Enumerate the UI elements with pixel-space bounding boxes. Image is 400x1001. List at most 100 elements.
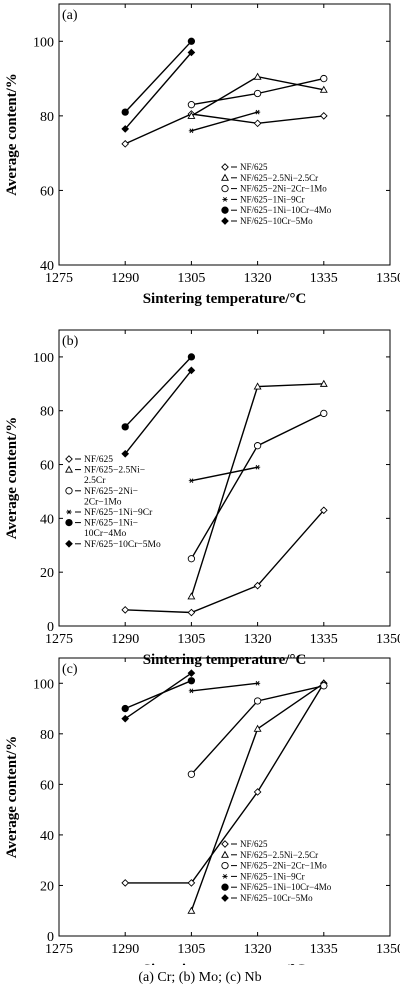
data-point	[253, 89, 262, 98]
legend-label: NF/625−2Ni−	[84, 487, 138, 497]
legend-label: NF/625−10Cr−5Mo	[240, 893, 313, 903]
data-point	[121, 606, 130, 614]
legend-label: NF/625−2.5Ni−2.5Cr	[240, 173, 318, 183]
series-line	[124, 356, 192, 428]
data-point	[187, 677, 196, 685]
data-point	[121, 423, 129, 431]
y-tick-label: 60	[40, 459, 54, 474]
y-tick-label: 0	[47, 930, 54, 945]
series-line	[191, 111, 258, 132]
y-axis-label: Average content/%	[4, 417, 20, 540]
data-point	[187, 366, 196, 375]
series-2	[187, 72, 328, 119]
legend-marker	[221, 163, 229, 171]
x-tick-label: 1320	[244, 942, 272, 957]
plot-frame	[58, 3, 391, 266]
data-point	[187, 879, 196, 887]
legend-label: NF/625−10Cr−5Mo	[84, 540, 161, 550]
data-point	[187, 770, 196, 778]
data-point	[121, 108, 129, 116]
legend-marker	[221, 217, 229, 225]
panel-label: (a)	[62, 8, 78, 23]
legend-label: NF/625−1Ni−10Cr−4Mo	[240, 205, 332, 215]
legend-marker	[65, 455, 73, 463]
y-tick-label: 80	[40, 405, 54, 420]
series-6	[121, 48, 196, 133]
x-tick-label: 1305	[177, 271, 205, 286]
series-line	[190, 412, 325, 560]
data-point	[319, 506, 328, 515]
y-axis-label: Average content/%	[4, 73, 20, 196]
y-tick-label: 20	[40, 879, 54, 894]
series-line	[125, 682, 325, 884]
legend-label: NF/625−2Ni−2Cr−1Mo	[240, 861, 327, 871]
x-tick-label: 1305	[177, 942, 205, 957]
figure-caption: (a) Cr; (b) Mo; (c) Nb	[138, 970, 262, 985]
x-tick-label: 1275	[45, 632, 73, 647]
series-line	[124, 680, 192, 710]
legend-marker	[65, 539, 73, 548]
legend-label: NF/625−2Ni−2Cr−1Mo	[240, 184, 327, 194]
data-point	[253, 72, 262, 80]
y-tick-label: 40	[40, 512, 54, 527]
data-point	[187, 353, 196, 361]
data-point	[319, 112, 328, 120]
panel-label: (c)	[62, 662, 78, 677]
data-point	[121, 879, 130, 887]
legend-label: NF/625	[240, 839, 268, 849]
y-tick-label: 60	[40, 184, 54, 199]
data-point	[187, 592, 196, 600]
series-2	[187, 379, 328, 600]
legend-label: NF/625	[84, 455, 113, 465]
legend-label: NF/625−1Ni−9Cr	[240, 871, 305, 881]
data-point	[253, 119, 262, 128]
plot-frame	[58, 657, 391, 937]
series-line	[124, 52, 192, 130]
data-point	[121, 704, 129, 713]
data-point	[121, 125, 130, 133]
y-tick-label: 0	[47, 620, 54, 635]
y-tick-label: 100	[33, 35, 54, 50]
data-point	[319, 379, 328, 387]
legend-label: NF/625−1Ni−9Cr	[84, 508, 153, 518]
series-5	[121, 677, 196, 713]
x-axis-label: Sintering temperature/°C	[143, 962, 307, 965]
y-tick-label: 40	[40, 829, 54, 844]
data-point	[187, 608, 196, 617]
y-tick-label: 80	[40, 110, 54, 125]
data-point	[187, 37, 196, 45]
legend-marker	[221, 850, 229, 858]
legend-label: NF/625−10Cr−5Mo	[240, 216, 313, 226]
legend-marker	[65, 465, 73, 473]
y-tick-label: 100	[33, 677, 54, 692]
x-axis-label: Sintering temperature/°C	[143, 291, 307, 307]
data-point	[187, 555, 196, 563]
series-line	[190, 383, 324, 597]
data-point	[121, 449, 130, 458]
data-point	[188, 688, 194, 694]
y-tick-label: 20	[40, 566, 54, 581]
legend-marker	[65, 487, 73, 495]
legend-marker	[66, 509, 72, 515]
legend-label: 10Cr−4Mo	[84, 529, 127, 539]
y-tick-label: 60	[40, 778, 54, 793]
x-tick-label: 1275	[45, 271, 73, 286]
x-tick-label: 1335	[310, 271, 338, 286]
plot-frame	[58, 329, 391, 627]
series-4	[188, 109, 261, 134]
data-point	[187, 669, 196, 678]
legend: NF/625NF/625−2.5Ni−2.5CrNF/625−2Ni−2Cr−1…	[221, 162, 332, 226]
data-point	[320, 409, 328, 418]
data-point	[253, 724, 262, 732]
series-4	[188, 464, 261, 484]
series-line	[191, 466, 258, 482]
series-line	[125, 509, 325, 614]
legend-marker	[221, 840, 229, 848]
legend-label: NF/625−1Ni−9Cr	[240, 194, 305, 204]
series-line	[191, 682, 258, 692]
x-tick-label: 1275	[45, 942, 73, 957]
x-tick-label: 1290	[111, 271, 139, 286]
series-5	[121, 353, 196, 431]
